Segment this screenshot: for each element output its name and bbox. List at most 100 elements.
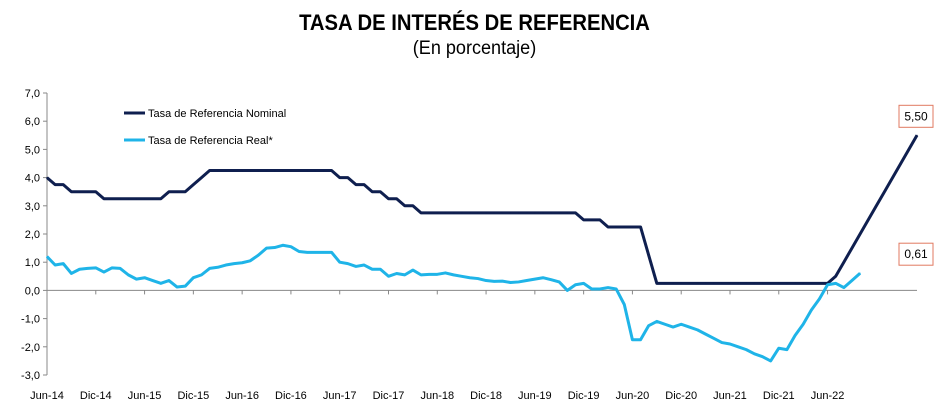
data-point-real [46,255,48,258]
data-point-nominal [859,233,861,235]
data-point-real [753,353,755,355]
data-point-real [330,251,333,253]
data-point-nominal [835,275,837,277]
data-point-nominal [95,191,97,193]
data-point-nominal [656,282,658,284]
data-point-real [786,349,788,351]
data-point-nominal [274,169,276,172]
data-point-nominal [257,169,260,172]
data-point-real [664,323,666,325]
data-point-nominal [127,198,129,200]
data-point-nominal [404,205,406,207]
data-point-nominal [599,219,601,221]
data-point-real [78,268,81,270]
data-point-nominal [396,198,398,200]
data-point-nominal [867,219,869,221]
data-point-nominal [875,205,877,207]
data-point-real [826,284,829,286]
data-point-real [542,277,544,279]
data-point-real [160,282,162,284]
data-point-nominal [550,212,552,214]
data-point-nominal [168,191,170,193]
x-tick-label: Dic-18 [470,390,502,402]
data-point-nominal [770,282,772,284]
data-point-real [355,265,357,268]
data-point-nominal [696,282,699,284]
data-point-real [200,274,203,276]
data-point-real [631,339,634,341]
data-point-nominal [339,177,341,179]
y-tick-label: -2,0 [21,342,40,354]
data-point-real [623,303,625,306]
data-point-real [794,334,796,337]
data-point-real [436,273,438,275]
data-point-nominal [639,226,642,228]
series-line-nominal [46,134,919,285]
data-point-real [265,247,268,249]
data-point-nominal [566,212,568,214]
data-point-nominal [282,169,284,172]
data-point-real [87,267,89,270]
data-label-box [898,104,934,128]
y-tick-label: 3,0 [25,201,40,213]
data-point-nominal [704,282,707,284]
data-point-nominal [883,191,886,193]
data-point-real [517,281,520,283]
data-point-nominal [412,205,414,207]
data-point-nominal [713,282,715,284]
data-point-nominal [583,219,585,221]
data-point-real [143,277,146,279]
data-point-real [290,246,292,248]
data-point-nominal [493,212,495,214]
data-point-nominal [648,254,650,256]
x-tick-label: Jun-19 [518,390,552,402]
data-point-real [168,279,170,282]
data-point-real [452,274,455,276]
data-point-nominal [436,212,438,214]
data-point-real [347,263,349,265]
data-point-nominal [802,282,804,284]
data-point-real [461,275,463,277]
x-tick-label: Dic-21 [763,390,795,402]
data-point-real [680,323,682,325]
x-tick-label: Jun-14 [30,390,64,402]
data-point-real [257,254,260,256]
data-point-nominal [192,184,194,186]
data-point-real [656,320,658,323]
data-point-real [274,246,276,249]
data-point-nominal [810,282,812,284]
x-tick-label: Jun-15 [128,390,162,402]
data-point-nominal [444,212,447,214]
data-point-nominal [233,169,235,172]
data-point-real [412,269,414,271]
data-point-real [62,263,64,265]
data-point-real [233,263,235,265]
data-point-nominal [298,169,300,172]
data-point-nominal [363,184,365,186]
y-tick-label: 7,0 [25,88,40,100]
chart-title: TASA DE INTERÉS DE REFERENCIA [299,10,650,35]
data-point-real [639,339,642,341]
data-point-real [835,282,837,284]
data-point-real [404,274,406,276]
data-point-nominal [615,226,617,228]
data-point-real [152,279,154,282]
data-point-real [428,273,430,275]
data-point-real [648,325,650,327]
data-point-real [371,268,373,270]
x-tick-label: Jun-16 [225,390,259,402]
data-point-nominal [184,191,186,193]
data-point-nominal [143,198,146,200]
data-point-real [298,250,300,253]
data-point-real [713,337,715,339]
data-point-real [225,264,227,266]
y-tick-label: 0,0 [25,285,40,297]
data-point-real [306,251,308,253]
data-point-real [721,341,723,344]
data-point-real [444,272,447,274]
y-tick-label: 5,0 [25,144,40,156]
data-point-nominal [574,212,577,214]
data-point-real [501,280,503,282]
data-point-real [818,298,821,300]
data-point-real [566,289,568,291]
